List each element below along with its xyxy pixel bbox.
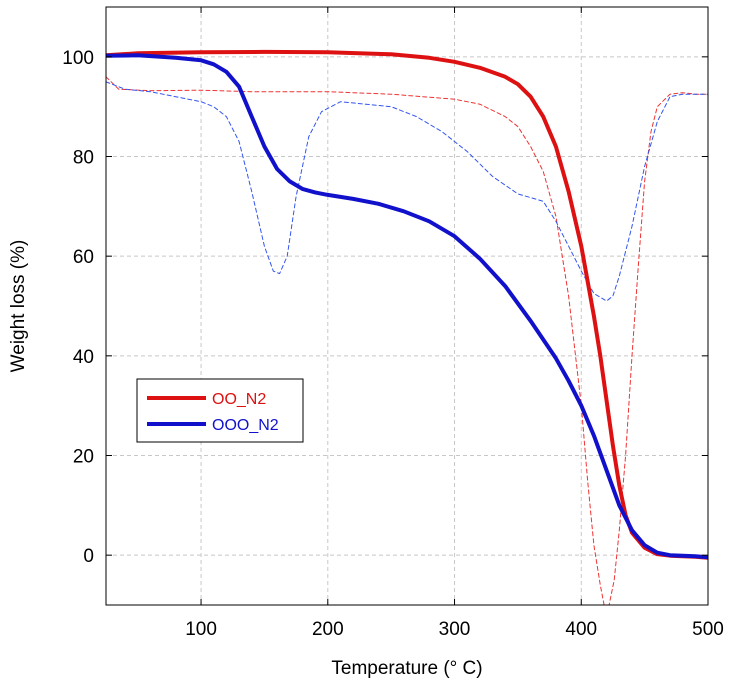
- x-tick-label: 400: [565, 619, 597, 640]
- series-line-ooo-n2: [106, 53, 708, 560]
- derivative-curve-2: [106, 76, 708, 605]
- ticks: [106, 7, 709, 605]
- x-tick-label: 200: [312, 619, 344, 640]
- legend-box: [136, 378, 304, 443]
- x-tick-label: 300: [439, 619, 471, 640]
- series-layer: [106, 49, 708, 605]
- plot-frame: [105, 6, 709, 606]
- legend-label-ooo-n2: OOO_N2: [212, 417, 279, 434]
- y-tick-label: 80: [73, 148, 94, 169]
- derivative-curve-3: [106, 81, 708, 302]
- legend: OO_N2 OOO_N2: [136, 378, 304, 443]
- y-tick-label: 0: [83, 546, 94, 567]
- legend-label-oo-n2: OO_N2: [212, 391, 266, 408]
- x-tick-label: 100: [185, 619, 217, 640]
- y-axis-title: Weight loss (%): [8, 240, 29, 373]
- y-tick-label: 60: [73, 247, 94, 268]
- series-group: [106, 49, 708, 605]
- x-tick-label: 500: [692, 619, 724, 640]
- y-tick-label: 100: [62, 48, 94, 69]
- tick-labels: 100 200 300 400 500 0 20 40 60 80 100: [62, 48, 724, 640]
- y-tick-label: 40: [73, 347, 94, 368]
- y-tick-label: 20: [73, 447, 94, 468]
- x-axis-title: Temperature (° C): [331, 658, 482, 679]
